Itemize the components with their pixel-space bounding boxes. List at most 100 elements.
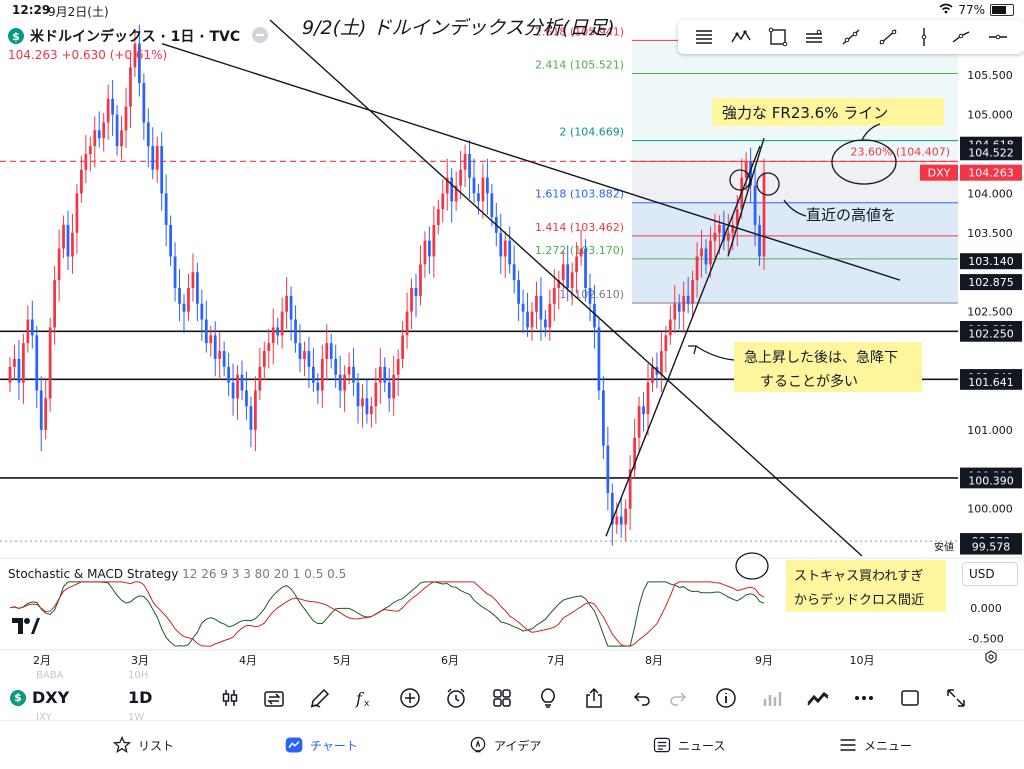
arrow-surge	[695, 345, 735, 361]
compare-icon[interactable]	[262, 686, 286, 710]
price-tick: 103.500	[967, 227, 1013, 240]
symbol-header[interactable]: $ 米ドルインデックス · 1日 · TVC	[8, 26, 240, 46]
redo-icon[interactable]	[666, 686, 690, 710]
settings-gear-icon[interactable]	[984, 650, 998, 668]
candle-body	[204, 319, 208, 344]
horizontal-line-tool-icon[interactable]	[987, 26, 1009, 48]
candle-body	[535, 295, 538, 312]
undo-icon[interactable]	[630, 686, 654, 710]
candle-body	[472, 177, 476, 194]
candle-body	[695, 256, 699, 281]
candle-body	[405, 311, 409, 336]
time-tick: 7月	[547, 654, 565, 667]
tab-chart[interactable]: チャート	[284, 735, 358, 755]
candle-body	[343, 374, 346, 391]
collapse-legend-button[interactable]	[252, 27, 268, 43]
candle-body	[316, 382, 320, 391]
financials-icon[interactable]	[760, 686, 784, 710]
fib-extension-tool-icon[interactable]	[693, 26, 715, 48]
candle-body	[106, 98, 110, 123]
menu-icon	[840, 739, 856, 751]
fullscreen-rect-icon[interactable]	[898, 686, 922, 710]
symbol-selector[interactable]: $ DXY	[10, 688, 69, 707]
rectangle-tool-icon[interactable]	[767, 26, 789, 48]
add-icon[interactable]	[398, 686, 422, 710]
candle-body	[262, 351, 266, 367]
candle-body	[209, 335, 213, 344]
fib-level-label: 1.414 (103.462)	[535, 221, 624, 234]
candle-body	[347, 366, 351, 375]
parallel-channel-tool-icon[interactable]	[803, 26, 825, 48]
note-recent-high-1: 直近の高値を	[806, 206, 896, 224]
candle-body	[499, 232, 503, 257]
candle-body	[387, 382, 391, 399]
alert-clock-icon[interactable]	[444, 686, 468, 710]
pattern-tool-icon[interactable]	[730, 26, 752, 48]
share-icon[interactable]	[582, 686, 606, 710]
candle-body	[44, 398, 48, 430]
tab-news[interactable]: ニュース	[652, 735, 725, 755]
low-price-tag: 99.578	[972, 541, 1011, 554]
time-tick: 2月	[33, 654, 51, 667]
trend-line-tool-icon[interactable]	[877, 26, 899, 48]
candle-body	[142, 83, 146, 123]
candles-icon[interactable]	[218, 686, 242, 710]
chart-canvas[interactable]: 2.618 (105.941) 2.414 (105.521) 2 (104.669…	[0, 0, 1024, 676]
candle-body	[735, 209, 739, 225]
candle-body	[673, 303, 677, 320]
candle-body	[200, 303, 204, 320]
time-tick: 4月	[239, 654, 257, 667]
price-tag-bg	[960, 472, 1022, 489]
tab-menu[interactable]: メニュー	[838, 735, 912, 755]
candle-body	[88, 146, 92, 154]
currency-badge-icon: $	[10, 689, 26, 706]
candle-body	[236, 374, 239, 399]
tab-ideas[interactable]: アイデア	[468, 735, 541, 755]
price-tag: 102.250	[968, 328, 1014, 341]
candle-body	[374, 382, 378, 407]
candle-body	[383, 366, 387, 383]
note-fr236: 強力な FR23.6% ライン	[722, 104, 888, 122]
indicator-header[interactable]: Stochastic & MACD Strategy 12 26 9 3 3 8…	[8, 567, 346, 581]
note-stoch-2: からデッドクロス間近	[794, 592, 924, 608]
expand-icon[interactable]	[944, 686, 968, 710]
ray-tool-icon[interactable]	[950, 26, 972, 48]
candle-body	[682, 295, 686, 312]
ghost-symbol-above: BABA	[36, 670, 64, 681]
layout-grid-icon[interactable]	[490, 686, 514, 710]
tab-list[interactable]: リスト	[112, 735, 174, 755]
candle-body	[133, 43, 137, 68]
fib-level-label: 23.60% (104.407)	[850, 145, 950, 158]
svg-text:x: x	[364, 699, 370, 709]
candle-body	[218, 351, 222, 359]
pen-icon[interactable]	[308, 686, 332, 710]
candle-body	[579, 248, 583, 257]
info-icon[interactable]	[714, 686, 738, 710]
candle-body	[477, 193, 480, 202]
candle-body	[334, 358, 338, 375]
status-date: 9月2日(土)	[48, 5, 109, 19]
candle-body	[249, 406, 253, 430]
vertical-line-tool-icon[interactable]	[913, 26, 935, 48]
trendline-descending	[161, 42, 901, 281]
currency-select[interactable]: USD	[962, 562, 1018, 586]
interval-selector[interactable]: 1D	[128, 688, 153, 707]
strategy-icon[interactable]	[806, 686, 830, 710]
candle-body	[151, 146, 155, 170]
idea-bulb-icon[interactable]	[536, 686, 560, 710]
trend-angle-tool-icon[interactable]	[840, 26, 862, 48]
candle-body	[320, 358, 324, 391]
candle-body	[704, 248, 708, 265]
candle-body	[691, 280, 694, 304]
svg-text:f: f	[355, 689, 365, 708]
candle-body	[468, 154, 471, 178]
candle-body	[597, 327, 601, 391]
candle-body	[26, 319, 30, 344]
price-tag: 103.140	[968, 255, 1014, 268]
candle-body	[164, 193, 168, 225]
candle-body	[115, 114, 119, 147]
more-icon[interactable]	[852, 686, 876, 710]
candle-body	[414, 288, 418, 296]
candle-body	[8, 366, 12, 383]
